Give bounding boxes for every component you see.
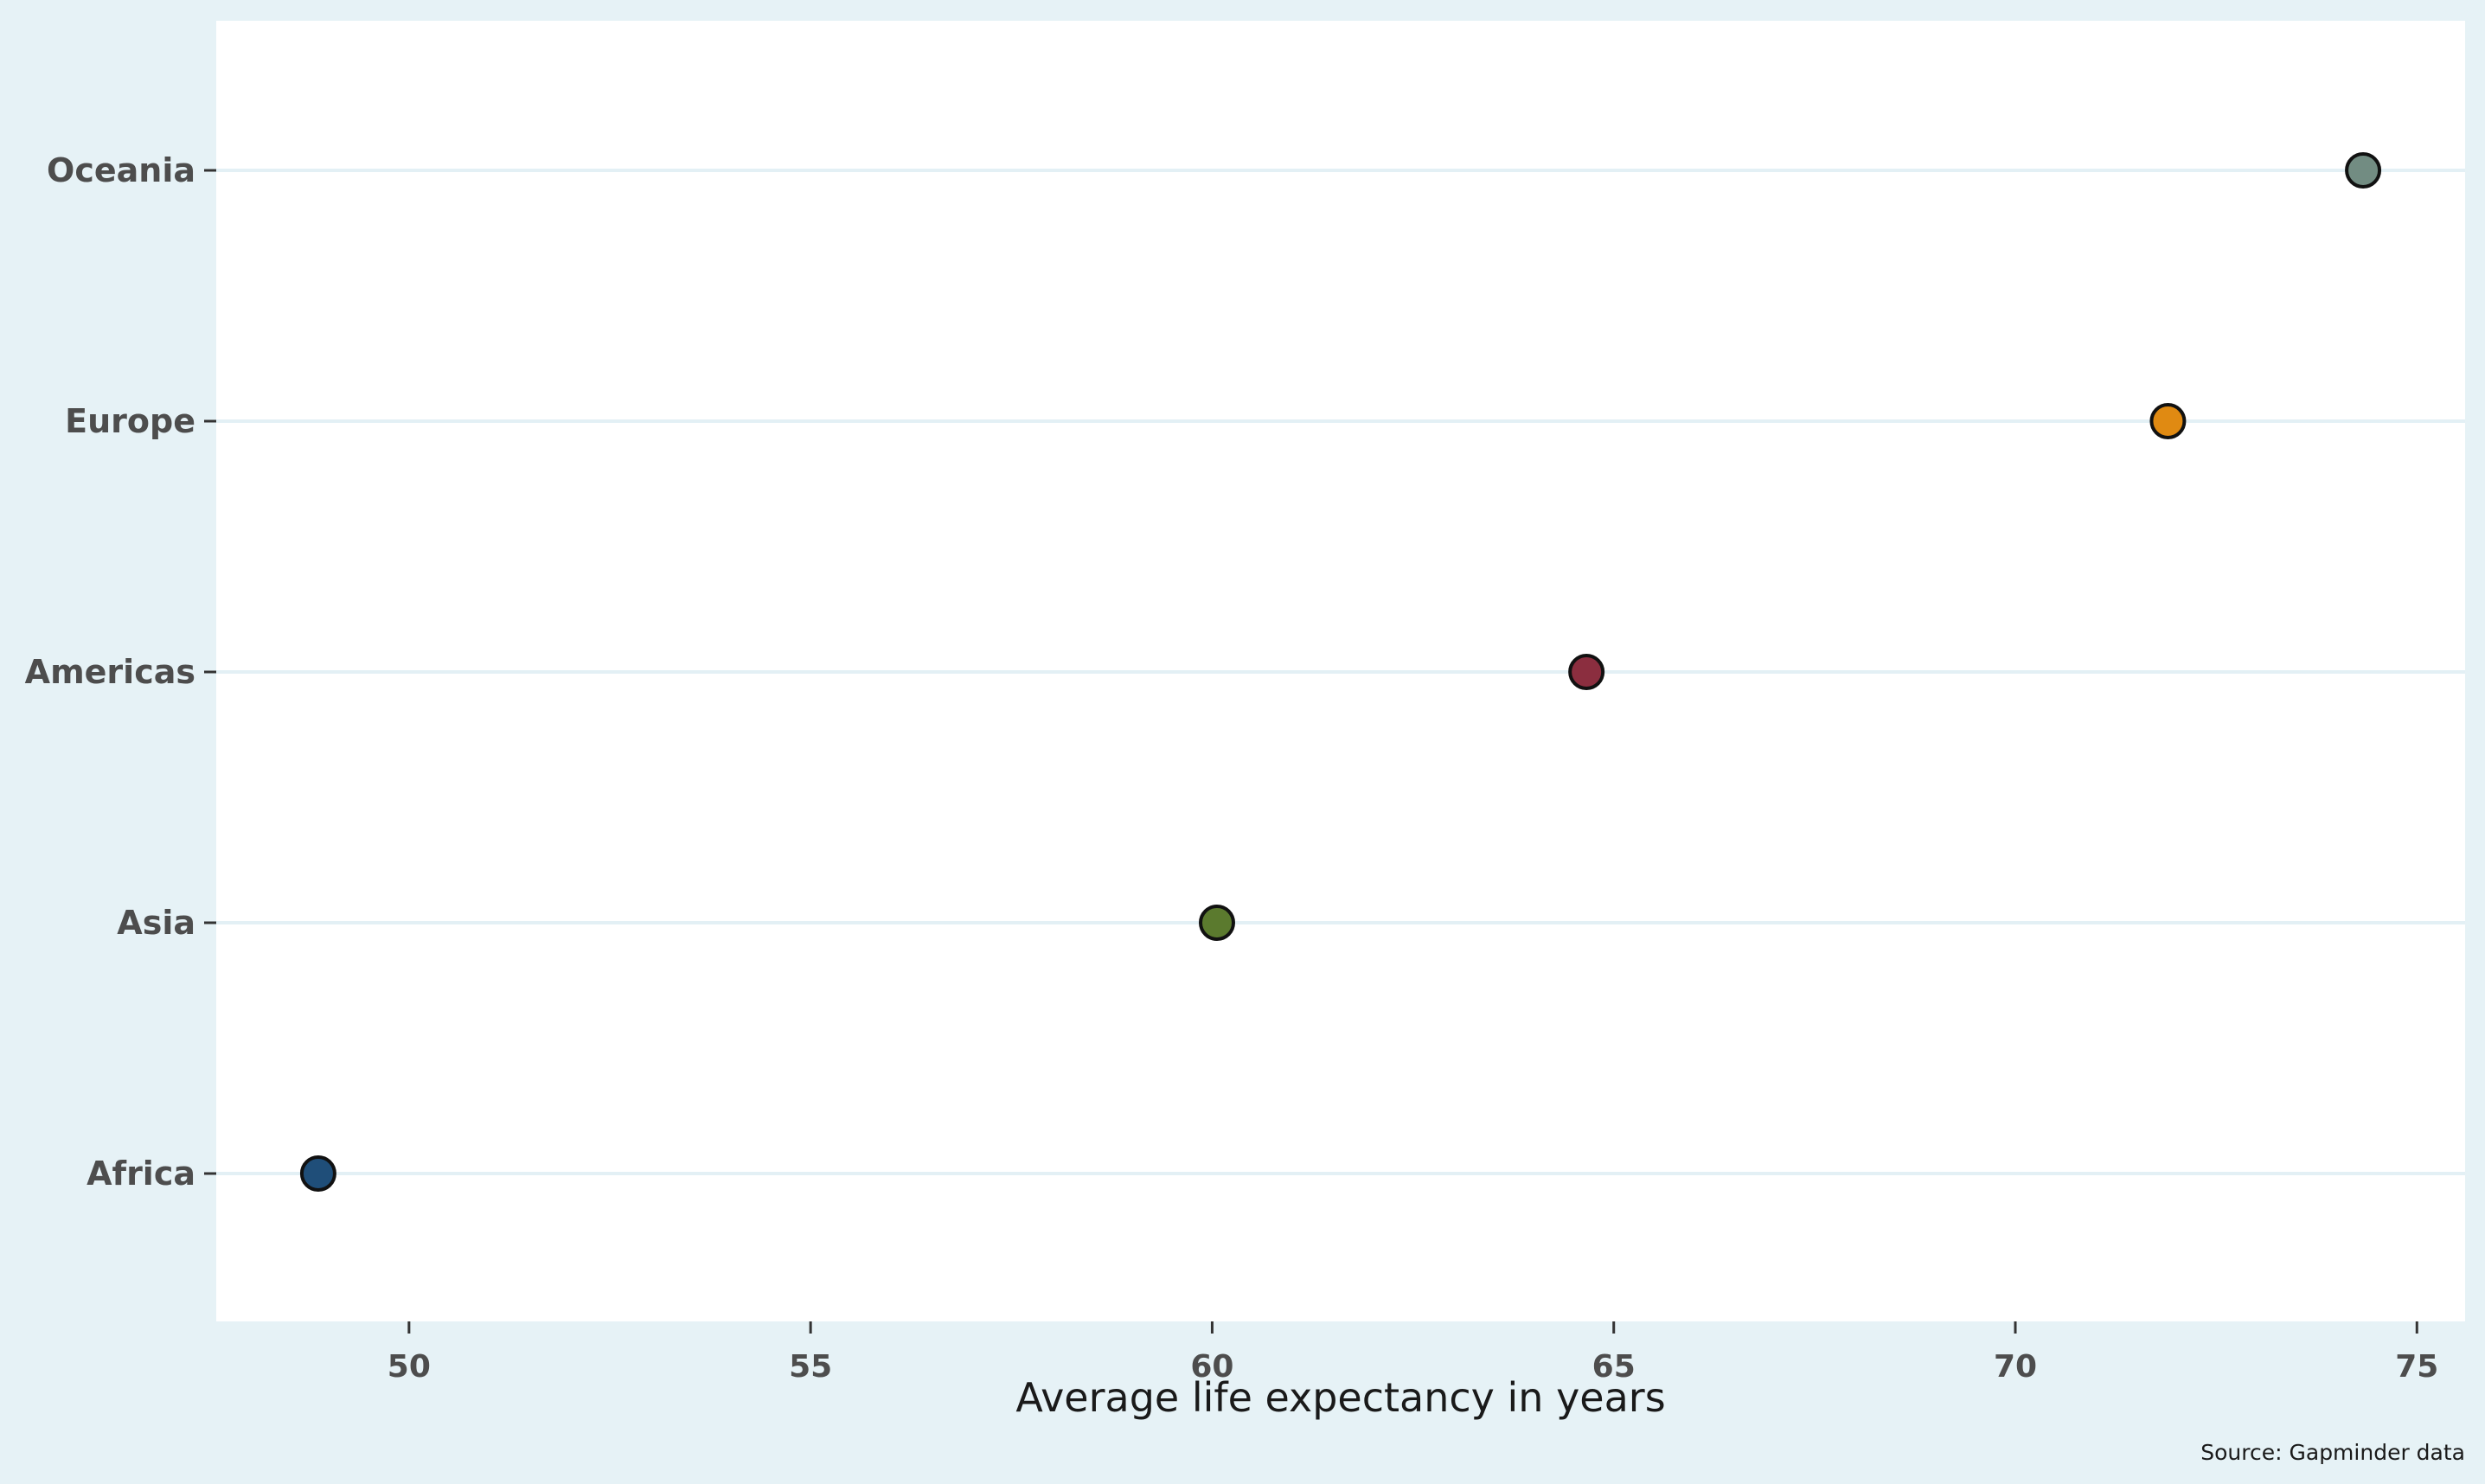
- source-caption: Source: Gapminder data: [2200, 1440, 2465, 1465]
- x-tick-label-50: 50: [387, 1349, 431, 1385]
- point-americas: [1568, 654, 1605, 690]
- x-tick-label-60: 60: [1190, 1349, 1233, 1385]
- x-tick-label-70: 70: [1994, 1349, 2037, 1385]
- y-axis: Africa Asia Americas Europe Oceania: [25, 151, 216, 1193]
- gridlines: [216, 169, 2465, 1175]
- point-oceania: [2345, 152, 2382, 189]
- y-tick-label-africa: Africa: [86, 1155, 195, 1193]
- y-tick-label-asia: Asia: [117, 904, 195, 942]
- point-asia: [1199, 905, 1235, 941]
- point-europe: [2149, 403, 2187, 439]
- y-tick-label-oceania: Oceania: [47, 151, 195, 189]
- x-tick-label-55: 55: [789, 1349, 832, 1385]
- x-tick-label-65: 65: [1592, 1349, 1636, 1385]
- x-axis-title: Average life expectancy in years: [1015, 1374, 1665, 1421]
- point-africa: [299, 1155, 336, 1192]
- y-tick-label-americas: Americas: [25, 653, 195, 691]
- x-axis: 50 55 60 65 70 75: [387, 1321, 2438, 1385]
- y-tick-label-europe: Europe: [65, 402, 195, 440]
- data-points: [299, 152, 2382, 1192]
- x-tick-label-75: 75: [2395, 1349, 2438, 1385]
